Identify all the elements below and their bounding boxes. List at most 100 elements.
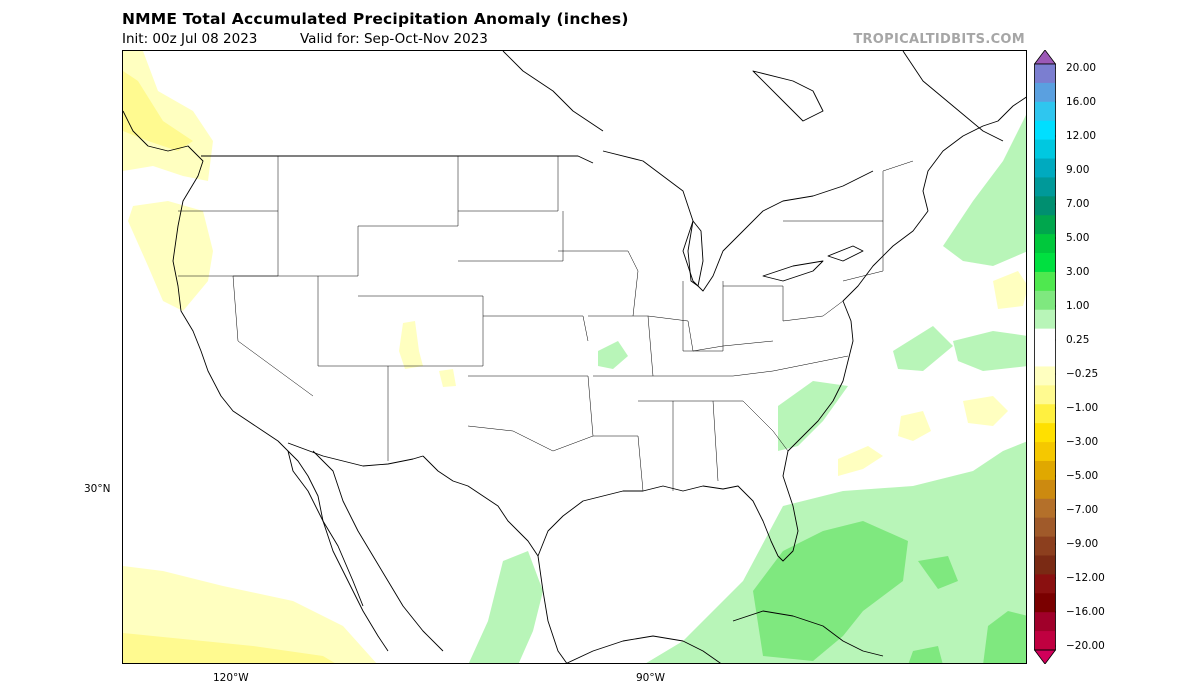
colorbar-band — [1034, 177, 1056, 197]
colorbar-band — [1034, 555, 1056, 575]
colorbar-band — [1034, 442, 1056, 462]
state-line-4 — [232, 275, 314, 397]
atlantic-wet-2 — [953, 331, 1026, 371]
caribbean-wet-core — [908, 646, 943, 663]
colorbar-band — [1034, 309, 1056, 330]
colorbar-band — [1034, 234, 1056, 254]
state-line-14 — [682, 281, 724, 352]
wet-anomaly-regions — [468, 115, 1026, 663]
colorbar-band — [1034, 139, 1056, 159]
map-title: NMME Total Accumulated Precipitation Ano… — [122, 10, 629, 28]
colorbar-tick-label: 1.00 — [1066, 300, 1090, 312]
lake-michigan — [687, 220, 704, 287]
state-line-5 — [318, 156, 459, 277]
colorbar-tick-label: −20.00 — [1066, 640, 1105, 652]
canadian-arctic — [752, 70, 824, 122]
colorbar-band — [1034, 64, 1056, 84]
colorbar-band — [1034, 101, 1056, 122]
colorbar-band — [1034, 517, 1056, 537]
state-borders — [178, 156, 914, 492]
colorbar-tick-label: −7.00 — [1066, 504, 1099, 516]
colorbar-tick-label: −0.25 — [1066, 368, 1099, 380]
colorbar-frame — [1034, 63, 1056, 651]
state-line-22 — [882, 160, 914, 221]
cuba — [732, 610, 884, 657]
colorbar-band — [1034, 536, 1056, 556]
coastlines-and-borders — [123, 51, 1026, 663]
gulf-of-california — [312, 450, 444, 652]
lake-ontario — [827, 245, 864, 262]
colorbar-band — [1034, 631, 1056, 651]
colorbar-tick-label: 0.25 — [1066, 334, 1090, 346]
southwest-dry-small — [439, 369, 456, 387]
northeast-canada-wet — [943, 115, 1026, 266]
state-line-8 — [458, 211, 564, 262]
colorbar-band — [1034, 328, 1056, 348]
colorbar-band — [1034, 366, 1056, 386]
midwest-wet — [598, 341, 628, 369]
oregon-coast-dry — [128, 201, 213, 311]
southwest-dry — [399, 321, 423, 369]
colorbar-max-arrow — [1034, 50, 1056, 65]
lon-label-90w: 90°W — [636, 672, 665, 684]
state-line-9 — [483, 315, 589, 342]
state-line-15 — [723, 285, 844, 322]
state-line-18 — [673, 400, 719, 482]
atlantic-dry-3 — [838, 446, 883, 476]
gulf-coast — [537, 210, 929, 562]
state-line-21 — [783, 220, 884, 282]
colorbar-band — [1034, 404, 1056, 424]
lon-label-120w: 120°W — [213, 672, 249, 684]
colorbar-min-arrow — [1034, 649, 1056, 664]
colorbar-bands — [1034, 50, 1056, 664]
atlantic-dry-2 — [898, 411, 931, 441]
colorbar-band — [1034, 498, 1056, 519]
state-line-3 — [178, 275, 389, 461]
colorbar-tick-label: −16.00 — [1066, 606, 1105, 618]
colorbar-band — [1034, 271, 1056, 292]
pacific-northwest-dry-core — [123, 71, 193, 151]
colorbar-ticks — [1055, 67, 1056, 647]
yucatan — [566, 635, 721, 663]
atlantic-wet-core — [918, 556, 958, 589]
colorbar — [1034, 50, 1056, 664]
colorbar-band — [1034, 593, 1056, 613]
atlantic-dry-4 — [993, 271, 1026, 309]
new-england-coast — [922, 96, 1026, 212]
colorbar-band — [1034, 120, 1056, 141]
colorbar-band — [1034, 612, 1056, 632]
colorbar-band — [1034, 347, 1056, 367]
state-line-16 — [593, 435, 644, 492]
atlantic-dry-1 — [963, 396, 1008, 426]
baja-california — [287, 450, 364, 607]
valid-period: Valid for: Sep-Oct-Nov 2023 — [300, 31, 488, 47]
labrador — [902, 51, 1004, 142]
colorbar-band — [1034, 196, 1056, 216]
colorbar-tick-label: 3.00 — [1066, 266, 1090, 278]
state-line-13 — [647, 315, 774, 352]
colorbar-band — [1034, 158, 1056, 178]
state-line-7 — [458, 156, 559, 212]
state-line-20 — [653, 355, 849, 377]
colorbar-band — [1034, 385, 1056, 405]
pacific-southwest-dry-core — [123, 633, 335, 663]
gulf-wet — [468, 551, 543, 663]
great-lakes — [602, 150, 874, 292]
pacific-southwest-dry — [123, 566, 377, 663]
colorbar-tick-label: −5.00 — [1066, 470, 1099, 482]
rio-grande — [422, 455, 539, 557]
colorbar-band — [1034, 215, 1056, 235]
atlantic-wet-1 — [893, 326, 953, 371]
hudson-bay-coast — [502, 51, 604, 132]
precipitation-anomaly-map — [122, 50, 1027, 664]
state-line-17 — [638, 400, 674, 491]
colorbar-band — [1034, 423, 1056, 443]
lat-label-30n: 30°N — [84, 483, 111, 495]
lake-erie — [762, 260, 824, 282]
colorbar-band — [1034, 460, 1056, 481]
colorbar-tick-label: 16.00 — [1066, 96, 1097, 108]
colorbar-band — [1034, 82, 1056, 103]
carolina-coast-wet — [778, 381, 848, 451]
colorbar-tick-label: 5.00 — [1066, 232, 1090, 244]
pacific-coast — [123, 110, 389, 652]
